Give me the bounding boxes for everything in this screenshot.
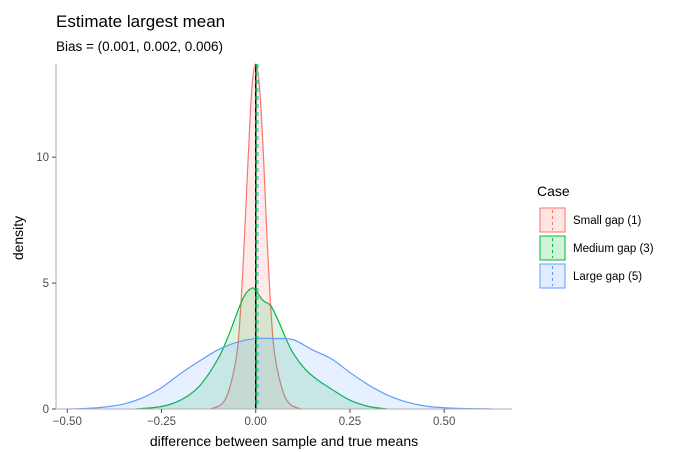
density-curve-3: [67, 337, 494, 410]
x-tick-label: 0.50: [433, 416, 455, 428]
y-tick-label: 0: [43, 404, 49, 416]
x-tick-label: −0.50: [53, 416, 82, 428]
legend-title: Case: [537, 183, 570, 199]
axes: −0.50 −0.25 0.00 0.25 0.50 0 5 10: [36, 64, 512, 428]
x-axis-title: difference between sample and true means: [150, 433, 418, 449]
x-tick-label: 0.00: [245, 416, 267, 428]
legend-label-3: Large gap (5): [573, 271, 642, 283]
density-area-2: [135, 287, 388, 409]
legend: Case Small gap (1) Medium gap (3) Large ga…: [537, 183, 654, 289]
legend-label-2: Medium gap (3): [573, 243, 654, 255]
chart-title: Estimate largest mean: [56, 12, 225, 31]
legend-label-1: Small gap (1): [573, 215, 642, 227]
chart-subtitle: Bias = (0.001, 0.002, 0.006): [56, 39, 223, 54]
y-tick-label: 5: [43, 278, 49, 290]
x-tick-label: −0.25: [147, 416, 176, 428]
y-tick-label: 10: [36, 152, 49, 164]
x-tick-label: 0.25: [339, 416, 361, 428]
y-axis-title: density: [10, 216, 26, 260]
density-curve-2: [135, 287, 388, 410]
density-area-3: [67, 338, 494, 409]
plot-area: [67, 63, 494, 410]
